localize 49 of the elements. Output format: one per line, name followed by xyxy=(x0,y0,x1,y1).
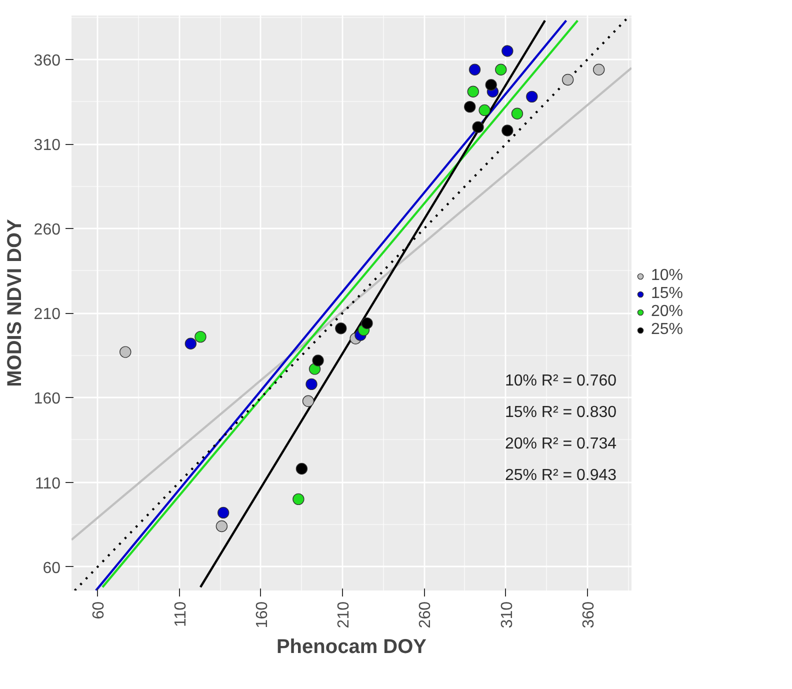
x-tick-label: 110 xyxy=(172,601,190,628)
point xyxy=(511,108,524,120)
point xyxy=(502,124,514,136)
annotation: 10% R² = 0.760 xyxy=(504,372,617,390)
point xyxy=(184,338,197,350)
point xyxy=(485,79,497,91)
point xyxy=(361,317,373,330)
point xyxy=(562,74,574,86)
point xyxy=(120,346,132,358)
point xyxy=(495,64,507,76)
point xyxy=(526,90,538,103)
legend-label: 20% xyxy=(651,302,684,320)
y-tick-label: 60 xyxy=(42,560,61,577)
x-tick-label: 160 xyxy=(254,601,271,628)
point xyxy=(464,100,476,113)
legend-label: 10% xyxy=(651,266,684,284)
point xyxy=(292,493,304,506)
point xyxy=(296,462,308,475)
y-tick-label: 260 xyxy=(34,222,61,239)
point xyxy=(302,395,314,407)
point xyxy=(502,45,514,57)
x-tick-label: 260 xyxy=(417,601,434,628)
point xyxy=(592,64,605,76)
legend-label: 15% xyxy=(651,284,684,302)
legend-label: 25% xyxy=(651,320,684,338)
y-tick-label: 160 xyxy=(34,390,61,408)
point xyxy=(335,322,347,334)
y-tick-label: 360 xyxy=(34,52,61,70)
annotation: 15% R² = 0.830 xyxy=(504,404,617,421)
y-tick-label: 210 xyxy=(34,306,61,324)
y-tick-label: 110 xyxy=(34,475,61,492)
point xyxy=(312,354,324,366)
point xyxy=(472,121,484,133)
annotation: 20% R² = 0.734 xyxy=(504,436,617,452)
point xyxy=(468,64,481,76)
point xyxy=(216,520,228,532)
point xyxy=(306,378,318,390)
x-tick-label: 210 xyxy=(336,601,353,628)
y-axis-title: MODIS NDVI DOY xyxy=(4,218,26,387)
point xyxy=(217,506,230,519)
annotation: 25% R² = 0.943 xyxy=(504,467,617,484)
point xyxy=(467,86,479,98)
x-tick-label: 60 xyxy=(90,601,108,620)
x-axis-title: Phenocam DOY xyxy=(276,636,428,658)
y-tick-label: 310 xyxy=(34,137,61,154)
point xyxy=(194,330,206,343)
point xyxy=(478,104,490,116)
x-tick-label: 360 xyxy=(580,601,598,628)
x-tick-label: 310 xyxy=(498,601,516,628)
